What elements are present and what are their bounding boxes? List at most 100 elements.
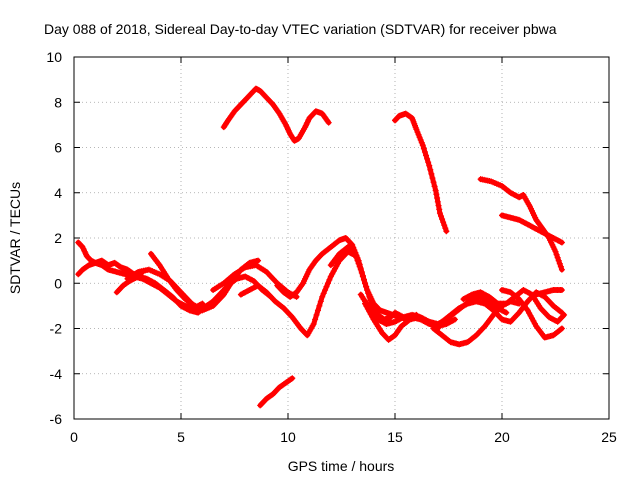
y-tick-label: -6 [50,411,63,427]
data-point [323,283,330,290]
data-point [418,139,425,146]
data-point [428,170,435,177]
data-point [427,166,434,173]
data-point [326,276,333,283]
data-point [557,263,564,270]
series-arc-19 [477,176,565,273]
data-point [289,375,296,382]
data-point [558,325,565,332]
data-point [426,162,433,169]
series-arc-21 [499,287,565,341]
x-tick-label: 25 [601,429,617,445]
y-tick-label: 8 [54,94,62,110]
data-point [552,248,559,255]
data-point [434,195,441,202]
data-point [325,119,332,126]
data-point [435,202,442,209]
series-arc-7 [237,248,360,339]
data-point [416,134,423,141]
series-arc-15 [392,110,450,235]
data-point [558,239,565,246]
series-arc-9 [257,375,296,409]
data-point [312,316,319,323]
x-axis-title: GPS time / hours [288,458,395,474]
data-series [75,85,568,409]
data-point [413,126,420,133]
data-point [441,222,448,229]
data-point [430,179,437,186]
data-point [442,225,449,232]
x-tick-label: 15 [387,429,403,445]
data-point [356,263,363,270]
data-point [313,311,320,318]
data-point [324,280,331,287]
data-point [553,251,560,258]
y-tick-label: 2 [54,230,62,246]
data-point [439,216,446,223]
y-tick-label: 6 [54,140,62,156]
data-point [314,307,321,314]
data-point [352,251,359,258]
data-point [429,175,436,182]
data-point [360,276,367,283]
chart-title: Day 088 of 2018, Sidereal Day-to-day VTE… [44,21,557,37]
data-point [349,241,356,248]
data-point [503,309,510,316]
x-tick-label: 0 [70,429,78,445]
data-point [419,142,426,149]
series-arc-22 [533,287,565,298]
series-arc-8 [220,85,332,144]
series-arc-5 [148,250,274,312]
data-point [310,320,317,327]
x-tick-label: 5 [177,429,185,445]
data-point [357,266,364,273]
y-axis: -6 -4 -2 0 2 4 6 8 10 [46,49,609,427]
x-tick-label: 20 [494,429,510,445]
y-tick-label: 0 [54,275,62,291]
y-tick-label: -4 [50,366,63,382]
series-arc-13 [362,300,441,343]
data-point [350,247,357,254]
data-point [425,159,432,166]
data-point [362,280,369,287]
data-point [438,213,445,220]
data-point [316,302,323,309]
data-point [431,183,438,190]
data-point [434,198,441,205]
data-point [353,254,360,261]
data-point [355,260,362,267]
data-point [443,228,450,235]
series-arc-20 [499,212,565,246]
data-point [359,273,366,280]
data-point [354,257,361,264]
data-point [421,149,428,156]
data-point [558,287,565,294]
x-tick-label: 10 [280,429,296,445]
data-point [348,240,355,247]
data-point [561,311,568,318]
data-point [558,266,565,273]
data-point [420,145,427,152]
data-point [424,155,431,162]
data-point [559,313,566,320]
data-point [319,293,326,300]
y-tick-label: 4 [54,185,62,201]
data-point [288,376,295,383]
data-point [255,257,262,264]
data-point [556,260,563,267]
data-point [351,248,358,255]
data-point [436,210,443,217]
data-point [451,316,458,323]
data-point [320,290,327,297]
data-point [432,187,439,194]
data-point [440,219,447,226]
y-tick-label: 10 [46,49,62,65]
data-point [433,191,440,198]
data-point [322,287,329,294]
data-point [436,206,443,213]
data-point [554,254,561,261]
data-point [358,270,365,277]
data-point [555,257,562,264]
